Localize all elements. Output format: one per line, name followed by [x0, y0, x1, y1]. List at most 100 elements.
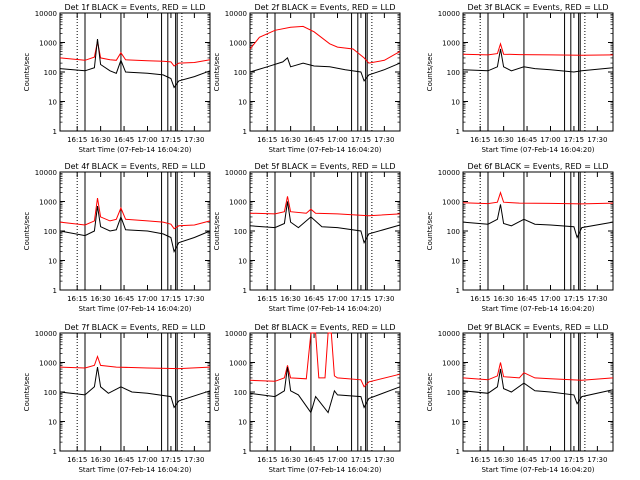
y-tick-label: 10 — [238, 258, 247, 266]
y-tick-label: 100 — [447, 389, 460, 397]
lld-series-line — [249, 25, 401, 64]
x-tick-label: 16:45 — [304, 136, 324, 144]
x-tick-label: 17:30 — [587, 136, 607, 144]
y-axis-label: Counts/sec — [23, 53, 31, 92]
y-axis-label: Counts/sec — [426, 212, 434, 251]
x-tick-label: 17:15 — [351, 456, 371, 464]
events-series-line — [462, 368, 614, 405]
y-tick-label: 10 — [48, 99, 57, 107]
chart-title: Det 5f BLACK = Events, RED = LLD — [254, 162, 395, 171]
y-axis-label: Counts/sec — [23, 373, 31, 412]
y-tick-label: 10 — [451, 99, 460, 107]
chart-panel-5: Det 5f BLACK = Events, RED = LLD 1 10 100 10… — [213, 162, 401, 313]
y-tick-label: 10 — [238, 99, 247, 107]
x-tick-label: 17:00 — [540, 295, 560, 303]
y-axis-label: Counts/sec — [23, 212, 31, 251]
events-series-line — [59, 367, 211, 409]
x-tick-label: 17:30 — [184, 136, 204, 144]
chart-title: Det 6f BLACK = Events, RED = LLD — [467, 162, 608, 171]
y-tick-label: 10 — [451, 258, 460, 266]
chart-title: Det 2f BLACK = Events, RED = LLD — [254, 3, 395, 12]
x-axis-label: Start Time (07-Feb-14 16:04:20) — [481, 466, 594, 474]
chart-title: Det 4f BLACK = Events, RED = LLD — [64, 162, 205, 171]
x-tick-label: 17:00 — [540, 136, 560, 144]
x-tick-label: 16:45 — [304, 295, 324, 303]
y-tick-label: 10 — [48, 419, 57, 427]
y-tick-label: 10000 — [225, 169, 247, 177]
lld-series-line — [462, 42, 614, 56]
y-tick-label: 10000 — [225, 330, 247, 338]
x-axis-label: Start Time (07-Feb-14 16:04:20) — [268, 466, 381, 474]
y-tick-label: 1000 — [229, 199, 247, 207]
y-axis-label: Counts/sec — [213, 212, 221, 251]
x-axis-label: Start Time (07-Feb-14 16:04:20) — [78, 305, 191, 313]
chart-title: Det 7f BLACK = Events, RED = LLD — [64, 323, 205, 332]
plot-frame — [59, 12, 211, 132]
y-tick-label: 1000 — [442, 40, 460, 48]
y-tick-label: 10000 — [225, 10, 247, 18]
plot-frame — [462, 332, 614, 452]
y-tick-label: 10000 — [438, 10, 460, 18]
x-tick-label: 16:15 — [67, 456, 87, 464]
x-tick-label: 17:30 — [184, 295, 204, 303]
x-tick-label: 16:15 — [67, 136, 87, 144]
chart-title: Det 3f BLACK = Events, RED = LLD — [467, 3, 608, 12]
x-tick-label: 16:30 — [91, 456, 111, 464]
x-tick-label: 17:15 — [161, 136, 181, 144]
x-axis-label: Start Time (07-Feb-14 16:04:20) — [268, 146, 381, 154]
y-axis-label: Counts/sec — [426, 373, 434, 412]
y-tick-label: 1000 — [229, 360, 247, 368]
y-tick-label: 1000 — [442, 360, 460, 368]
y-tick-label: 1 — [243, 448, 247, 456]
y-axis-label: Counts/sec — [213, 373, 221, 412]
x-tick-label: 16:30 — [281, 456, 301, 464]
x-tick-label: 17:30 — [374, 136, 394, 144]
x-tick-label: 16:15 — [67, 295, 87, 303]
x-tick-label: 17:15 — [564, 295, 584, 303]
x-axis-label: Start Time (07-Feb-14 16:04:20) — [481, 305, 594, 313]
x-tick-label: 17:00 — [327, 295, 347, 303]
x-tick-label: 16:15 — [257, 456, 277, 464]
y-tick-label: 100 — [44, 389, 57, 397]
x-tick-label: 16:30 — [281, 136, 301, 144]
x-tick-label: 16:30 — [91, 295, 111, 303]
y-tick-label: 1000 — [229, 40, 247, 48]
y-axis-label: Counts/sec — [426, 53, 434, 92]
x-tick-label: 16:45 — [517, 295, 537, 303]
y-tick-label: 1000 — [39, 360, 57, 368]
events-series-line — [249, 367, 401, 414]
plot-frame — [462, 12, 614, 132]
y-tick-label: 1 — [456, 448, 460, 456]
lld-series-line — [462, 190, 614, 205]
y-tick-label: 1 — [243, 287, 247, 295]
y-tick-label: 1 — [53, 287, 57, 295]
x-tick-label: 16:15 — [470, 456, 490, 464]
y-tick-label: 1 — [456, 128, 460, 136]
x-tick-label: 16:45 — [114, 456, 134, 464]
lld-series-line — [249, 196, 401, 217]
y-tick-label: 100 — [44, 228, 57, 236]
lld-series-line — [59, 41, 211, 67]
chart-panel-9: Det 9f BLACK = Events, RED = LLD 1 10 100 10… — [426, 323, 614, 474]
plot-frame — [462, 171, 614, 291]
y-tick-label: 10000 — [35, 330, 57, 338]
x-axis-label: Start Time (07-Feb-14 16:04:20) — [481, 146, 594, 154]
x-tick-label: 16:30 — [281, 295, 301, 303]
chart-panel-2: Det 2f BLACK = Events, RED = LLD 1 10 100 10… — [213, 3, 401, 154]
x-tick-label: 17:15 — [564, 456, 584, 464]
x-tick-label: 16:45 — [114, 136, 134, 144]
x-tick-label: 17:30 — [374, 295, 394, 303]
y-tick-label: 1 — [456, 287, 460, 295]
x-tick-label: 16:15 — [470, 295, 490, 303]
y-tick-label: 1 — [53, 448, 57, 456]
x-tick-label: 17:15 — [161, 295, 181, 303]
x-axis-label: Start Time (07-Feb-14 16:04:20) — [78, 146, 191, 154]
events-series-line — [462, 48, 614, 73]
chart-title: Det 1f BLACK = Events, RED = LLD — [64, 3, 205, 12]
x-tick-label: 17:15 — [351, 295, 371, 303]
x-tick-label: 16:45 — [114, 295, 134, 303]
y-tick-label: 100 — [44, 69, 57, 77]
x-tick-label: 17:00 — [137, 136, 157, 144]
x-tick-label: 16:30 — [494, 295, 514, 303]
